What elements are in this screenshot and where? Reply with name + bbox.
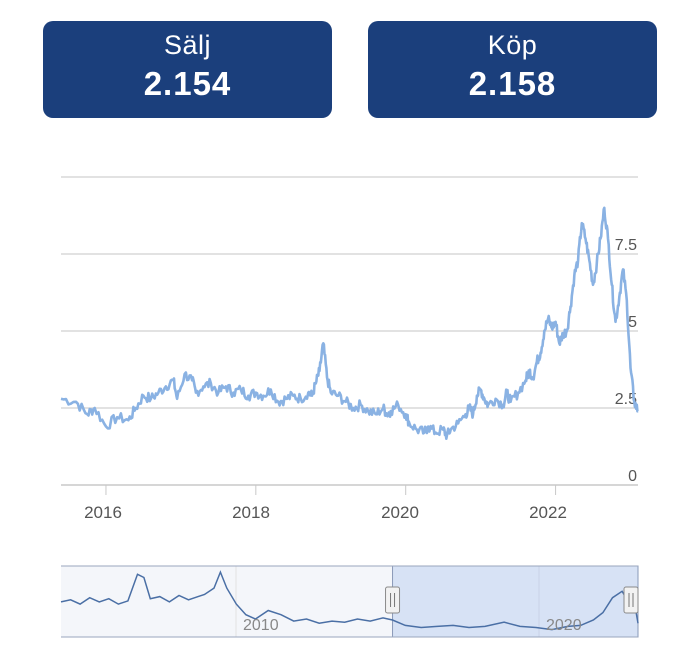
handle-grip[interactable] (385, 586, 401, 614)
price-series-line (60, 206, 639, 440)
y-tick-label-0: 0 (628, 468, 637, 485)
y-tick-label-2: 5 (628, 314, 637, 331)
grid-lines (61, 176, 638, 486)
buy-price-box: Köp 2.158 (368, 21, 657, 118)
x-tick-label-0: 2016 (84, 503, 122, 522)
x-tick-label-3: 2022 (529, 503, 567, 522)
x-axis-ticks (105, 485, 557, 495)
buy-label: Köp (487, 30, 538, 60)
navigator-series-line (60, 570, 639, 631)
x-tick-label-2: 2020 (381, 503, 419, 522)
sell-label: Sälj (163, 30, 212, 60)
handle-grip[interactable] (623, 586, 639, 614)
navigator-x-label-0: 2010 (243, 617, 279, 634)
x-tick-label-1: 2018 (232, 503, 270, 522)
buy-value: 2.158 (468, 65, 557, 102)
range-navigator[interactable]: 2010 2020 (60, 565, 639, 638)
x-axis-labels: 2016 2018 2020 2022 (84, 503, 567, 522)
navigator-left-handle[interactable] (385, 586, 401, 614)
y-tick-label-1: 2.5 (615, 391, 637, 408)
y-axis-labels: 0 2.5 5 7.5 (615, 237, 637, 485)
y-tick-label-3: 7.5 (615, 237, 637, 254)
sell-value: 2.154 (143, 65, 232, 102)
sell-price-box: Sälj 2.154 (43, 21, 332, 118)
navigator-x-label-1: 2020 (546, 617, 582, 634)
navigator-right-handle[interactable] (623, 586, 639, 614)
